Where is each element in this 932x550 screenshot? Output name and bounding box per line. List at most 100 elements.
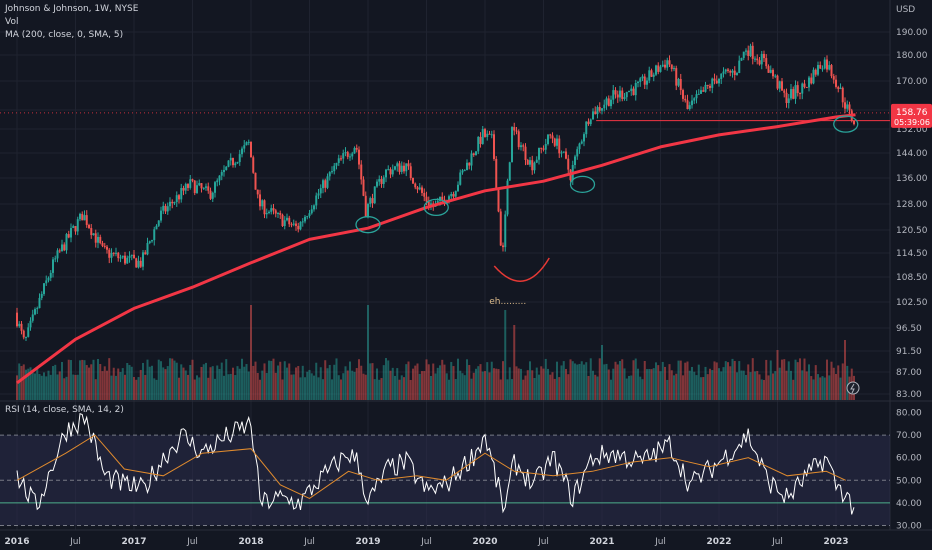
last-price-badge (891, 103, 932, 128)
candle-body (268, 211, 270, 213)
candle-body (848, 104, 851, 111)
candle-body (724, 69, 727, 72)
rsi-label[interactable]: RSI (14, close, SMA, 14, 2) (5, 405, 124, 415)
candle-body (198, 183, 201, 186)
volume-bar (322, 379, 324, 400)
volume-bar (184, 370, 187, 400)
candle-body (108, 249, 111, 258)
candle-body (553, 138, 556, 146)
volume-bar (841, 363, 844, 400)
time-tick-label: Jul (420, 537, 432, 547)
candle-body (614, 90, 617, 95)
candle-body (54, 258, 57, 260)
candle-body (346, 152, 349, 157)
candle-body (715, 80, 718, 84)
vol-label[interactable]: Vol (5, 17, 19, 27)
volume-bar (493, 368, 495, 400)
candle-body (576, 149, 579, 157)
volume-bar (187, 374, 189, 400)
volume-bar (101, 371, 104, 400)
price-tick-label: 96.50 (896, 324, 922, 334)
candle-body (425, 196, 428, 202)
candle-body (709, 85, 711, 88)
volume-bar (385, 358, 387, 400)
volume-bar (605, 363, 608, 400)
volume-bar (20, 366, 23, 400)
volume-bar (452, 366, 455, 400)
candle-body (740, 57, 743, 61)
legend-rsi[interactable]: RSI (14, close, SMA, 14, 2) (5, 405, 128, 415)
price-tick-label: 170.00 (896, 77, 928, 87)
legend-ma[interactable]: MA (200, close, 0, SMA, 5) (5, 30, 127, 40)
time-tick-label: 2019 (355, 537, 380, 547)
candle-body (265, 212, 268, 215)
candle-body (236, 162, 239, 164)
last-price-value: 158.76 (896, 108, 928, 118)
symbol-title[interactable]: Johnson & Johnson, 1W, NYSE (5, 4, 139, 14)
volume-bar (292, 374, 295, 400)
volume-bar (373, 379, 376, 400)
candle-body (729, 70, 732, 73)
candle-body (495, 158, 498, 191)
candle-body (556, 138, 558, 146)
volume-bar (652, 368, 655, 400)
candle-body (243, 145, 246, 149)
volume-bar (56, 374, 59, 400)
rsi-tick-label: 50.00 (896, 476, 922, 486)
volume-bar (677, 360, 680, 400)
volume-bar (529, 361, 531, 400)
volume-bar (819, 377, 822, 400)
volume-bar (454, 379, 457, 400)
annotation-circle (355, 216, 381, 234)
candle-body (805, 86, 808, 88)
candle-body (542, 148, 545, 150)
candle-body (670, 64, 673, 70)
volume-bar (812, 379, 815, 400)
candle-body (196, 185, 198, 194)
candle-body (666, 60, 669, 68)
volume-bar (688, 370, 691, 400)
candle-body (319, 188, 322, 194)
candle-body (117, 252, 120, 259)
candle-body (785, 92, 788, 104)
volume-bar (466, 359, 468, 400)
time-axis[interactable]: 2016 Jul 2017 Jul 2018 Jul 2019 Jul 2020 Jul 2021 J… (4, 537, 848, 547)
lightning-icon[interactable] (846, 381, 860, 395)
volume-bar (72, 374, 75, 400)
volume-bar (499, 379, 502, 400)
volume-bar (612, 368, 615, 400)
ma-label[interactable]: MA (200, close, 0, SMA, 5) (5, 30, 124, 40)
rsi-axis[interactable]: 80.00 70.00 60.00 50.00 40.00 30.00 (896, 409, 922, 532)
candle-body (421, 187, 423, 193)
volume-bar (475, 368, 477, 400)
volume-bar (355, 368, 358, 400)
candle-body (326, 176, 329, 188)
candle-body (160, 210, 162, 221)
candle-body (502, 245, 504, 248)
volume-bar (486, 362, 489, 400)
volume-bar (256, 372, 259, 400)
legend-vol[interactable]: Vol (5, 17, 22, 27)
volume-bar (837, 365, 840, 400)
volume-bar (99, 363, 102, 400)
time-tick-label: 2020 (472, 537, 497, 547)
volume-bar (623, 368, 626, 400)
volume-bar (495, 368, 498, 400)
volume-bar (211, 366, 214, 400)
candle-body (245, 142, 248, 146)
candle-body (184, 184, 187, 191)
candle-body (441, 196, 444, 200)
volume-bar (36, 367, 39, 400)
volume-bar (664, 366, 666, 400)
volume-bar (135, 379, 138, 400)
candle-body (310, 209, 313, 214)
volume-bar (659, 371, 662, 400)
candle-body (657, 65, 660, 72)
volume-bar (803, 358, 806, 400)
legend-title[interactable]: Johnson & Johnson, 1W, NYSE (5, 4, 142, 14)
volume-bar (826, 359, 828, 400)
volume-bar (54, 364, 57, 400)
candle-body (49, 272, 52, 278)
volume-bar (637, 368, 639, 400)
